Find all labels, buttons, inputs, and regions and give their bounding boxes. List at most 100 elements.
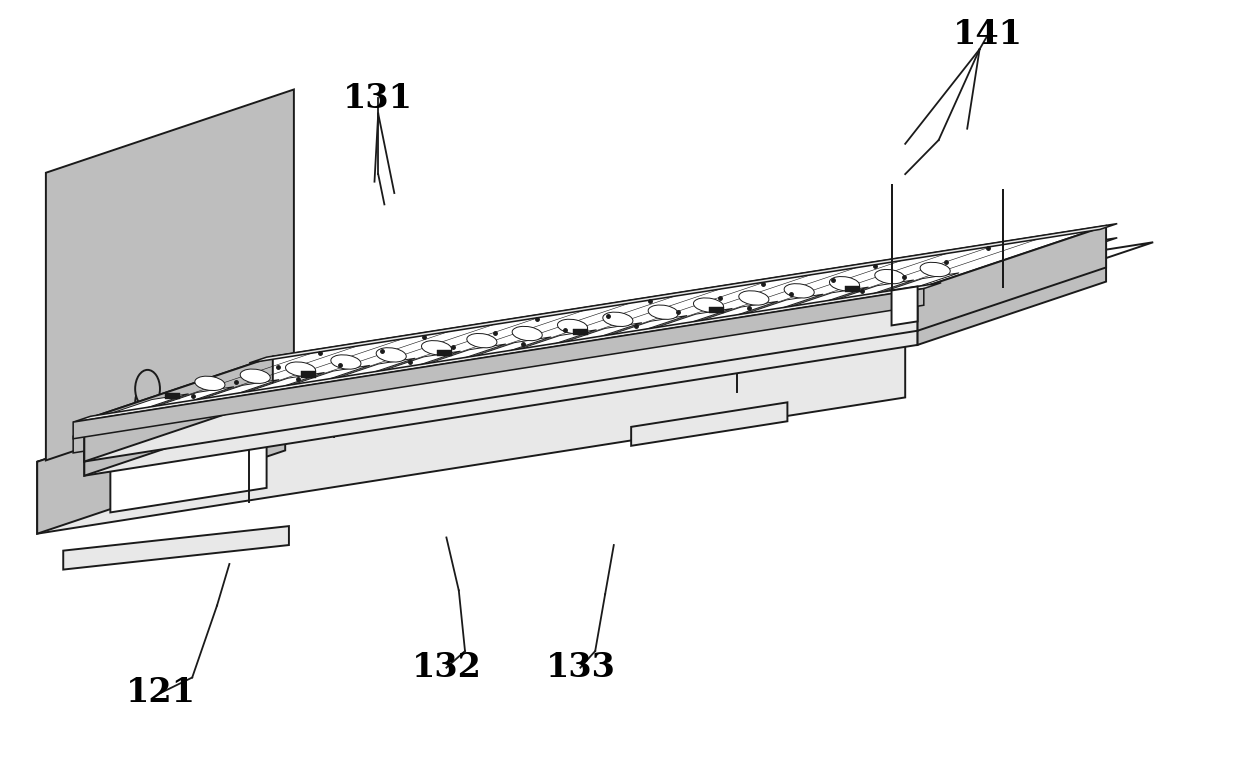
Ellipse shape [603, 326, 632, 341]
Polygon shape [84, 240, 1106, 434]
Text: 133: 133 [546, 651, 615, 684]
Polygon shape [37, 242, 1153, 462]
Polygon shape [372, 366, 460, 388]
Polygon shape [599, 316, 687, 339]
Polygon shape [84, 304, 918, 475]
Polygon shape [84, 371, 273, 475]
Ellipse shape [422, 341, 451, 355]
Polygon shape [145, 401, 234, 424]
Polygon shape [553, 337, 642, 360]
Polygon shape [709, 307, 724, 313]
Polygon shape [99, 394, 188, 417]
Polygon shape [249, 223, 1117, 363]
Ellipse shape [135, 370, 160, 408]
Ellipse shape [195, 391, 224, 405]
Ellipse shape [512, 326, 542, 341]
Ellipse shape [512, 341, 542, 355]
Polygon shape [918, 226, 1106, 331]
Polygon shape [73, 297, 941, 436]
Ellipse shape [422, 355, 451, 369]
Ellipse shape [739, 305, 769, 319]
Ellipse shape [693, 298, 724, 312]
Polygon shape [301, 372, 316, 378]
Ellipse shape [376, 347, 407, 362]
Polygon shape [870, 273, 960, 296]
Polygon shape [191, 394, 279, 417]
Ellipse shape [874, 269, 905, 284]
Polygon shape [110, 348, 490, 448]
Ellipse shape [135, 384, 160, 422]
Polygon shape [573, 343, 588, 349]
Polygon shape [438, 350, 453, 357]
Ellipse shape [830, 291, 859, 305]
Polygon shape [191, 379, 279, 403]
Polygon shape [63, 526, 289, 569]
Ellipse shape [649, 319, 678, 334]
Polygon shape [236, 372, 325, 396]
Polygon shape [573, 329, 588, 335]
Ellipse shape [603, 312, 632, 326]
Text: 141: 141 [954, 17, 1023, 51]
Polygon shape [326, 372, 415, 396]
Polygon shape [84, 357, 273, 462]
Polygon shape [892, 286, 918, 326]
Polygon shape [281, 366, 370, 388]
Polygon shape [73, 303, 924, 453]
Polygon shape [918, 240, 1106, 345]
Polygon shape [73, 288, 924, 439]
Polygon shape [37, 326, 905, 534]
Ellipse shape [241, 383, 270, 397]
Ellipse shape [558, 333, 588, 347]
Polygon shape [644, 322, 733, 346]
Ellipse shape [558, 319, 588, 334]
Polygon shape [73, 283, 941, 422]
Polygon shape [846, 301, 861, 307]
Ellipse shape [784, 298, 815, 312]
Polygon shape [438, 364, 453, 370]
Polygon shape [417, 344, 506, 367]
Polygon shape [417, 358, 506, 382]
Polygon shape [508, 344, 596, 367]
Polygon shape [825, 280, 914, 304]
Polygon shape [689, 301, 777, 325]
Polygon shape [372, 351, 460, 375]
Polygon shape [145, 387, 234, 410]
Ellipse shape [739, 291, 769, 305]
Polygon shape [734, 308, 823, 332]
Polygon shape [236, 387, 325, 410]
Ellipse shape [920, 276, 950, 291]
Ellipse shape [830, 276, 859, 291]
Ellipse shape [784, 284, 815, 298]
Polygon shape [46, 89, 294, 460]
Polygon shape [165, 407, 180, 413]
Polygon shape [301, 385, 316, 391]
Ellipse shape [693, 312, 724, 326]
Polygon shape [99, 408, 188, 431]
Ellipse shape [920, 263, 950, 276]
Polygon shape [326, 358, 415, 382]
Polygon shape [780, 287, 868, 310]
Polygon shape [463, 351, 551, 374]
Polygon shape [508, 330, 596, 353]
Polygon shape [599, 330, 687, 353]
Polygon shape [463, 337, 551, 360]
Ellipse shape [285, 362, 316, 376]
Ellipse shape [331, 369, 361, 383]
Text: 131: 131 [343, 82, 413, 115]
Polygon shape [709, 322, 724, 328]
Polygon shape [689, 316, 777, 338]
Polygon shape [644, 308, 733, 332]
Ellipse shape [195, 376, 224, 391]
Polygon shape [249, 238, 1117, 377]
Text: 132: 132 [412, 651, 481, 684]
Polygon shape [553, 322, 642, 346]
Polygon shape [870, 287, 960, 310]
Ellipse shape [466, 347, 497, 362]
Ellipse shape [285, 376, 316, 391]
Polygon shape [825, 294, 914, 317]
Ellipse shape [331, 355, 361, 369]
Polygon shape [281, 379, 370, 403]
Ellipse shape [241, 369, 270, 383]
Text: 121: 121 [126, 676, 196, 709]
Polygon shape [165, 393, 180, 399]
